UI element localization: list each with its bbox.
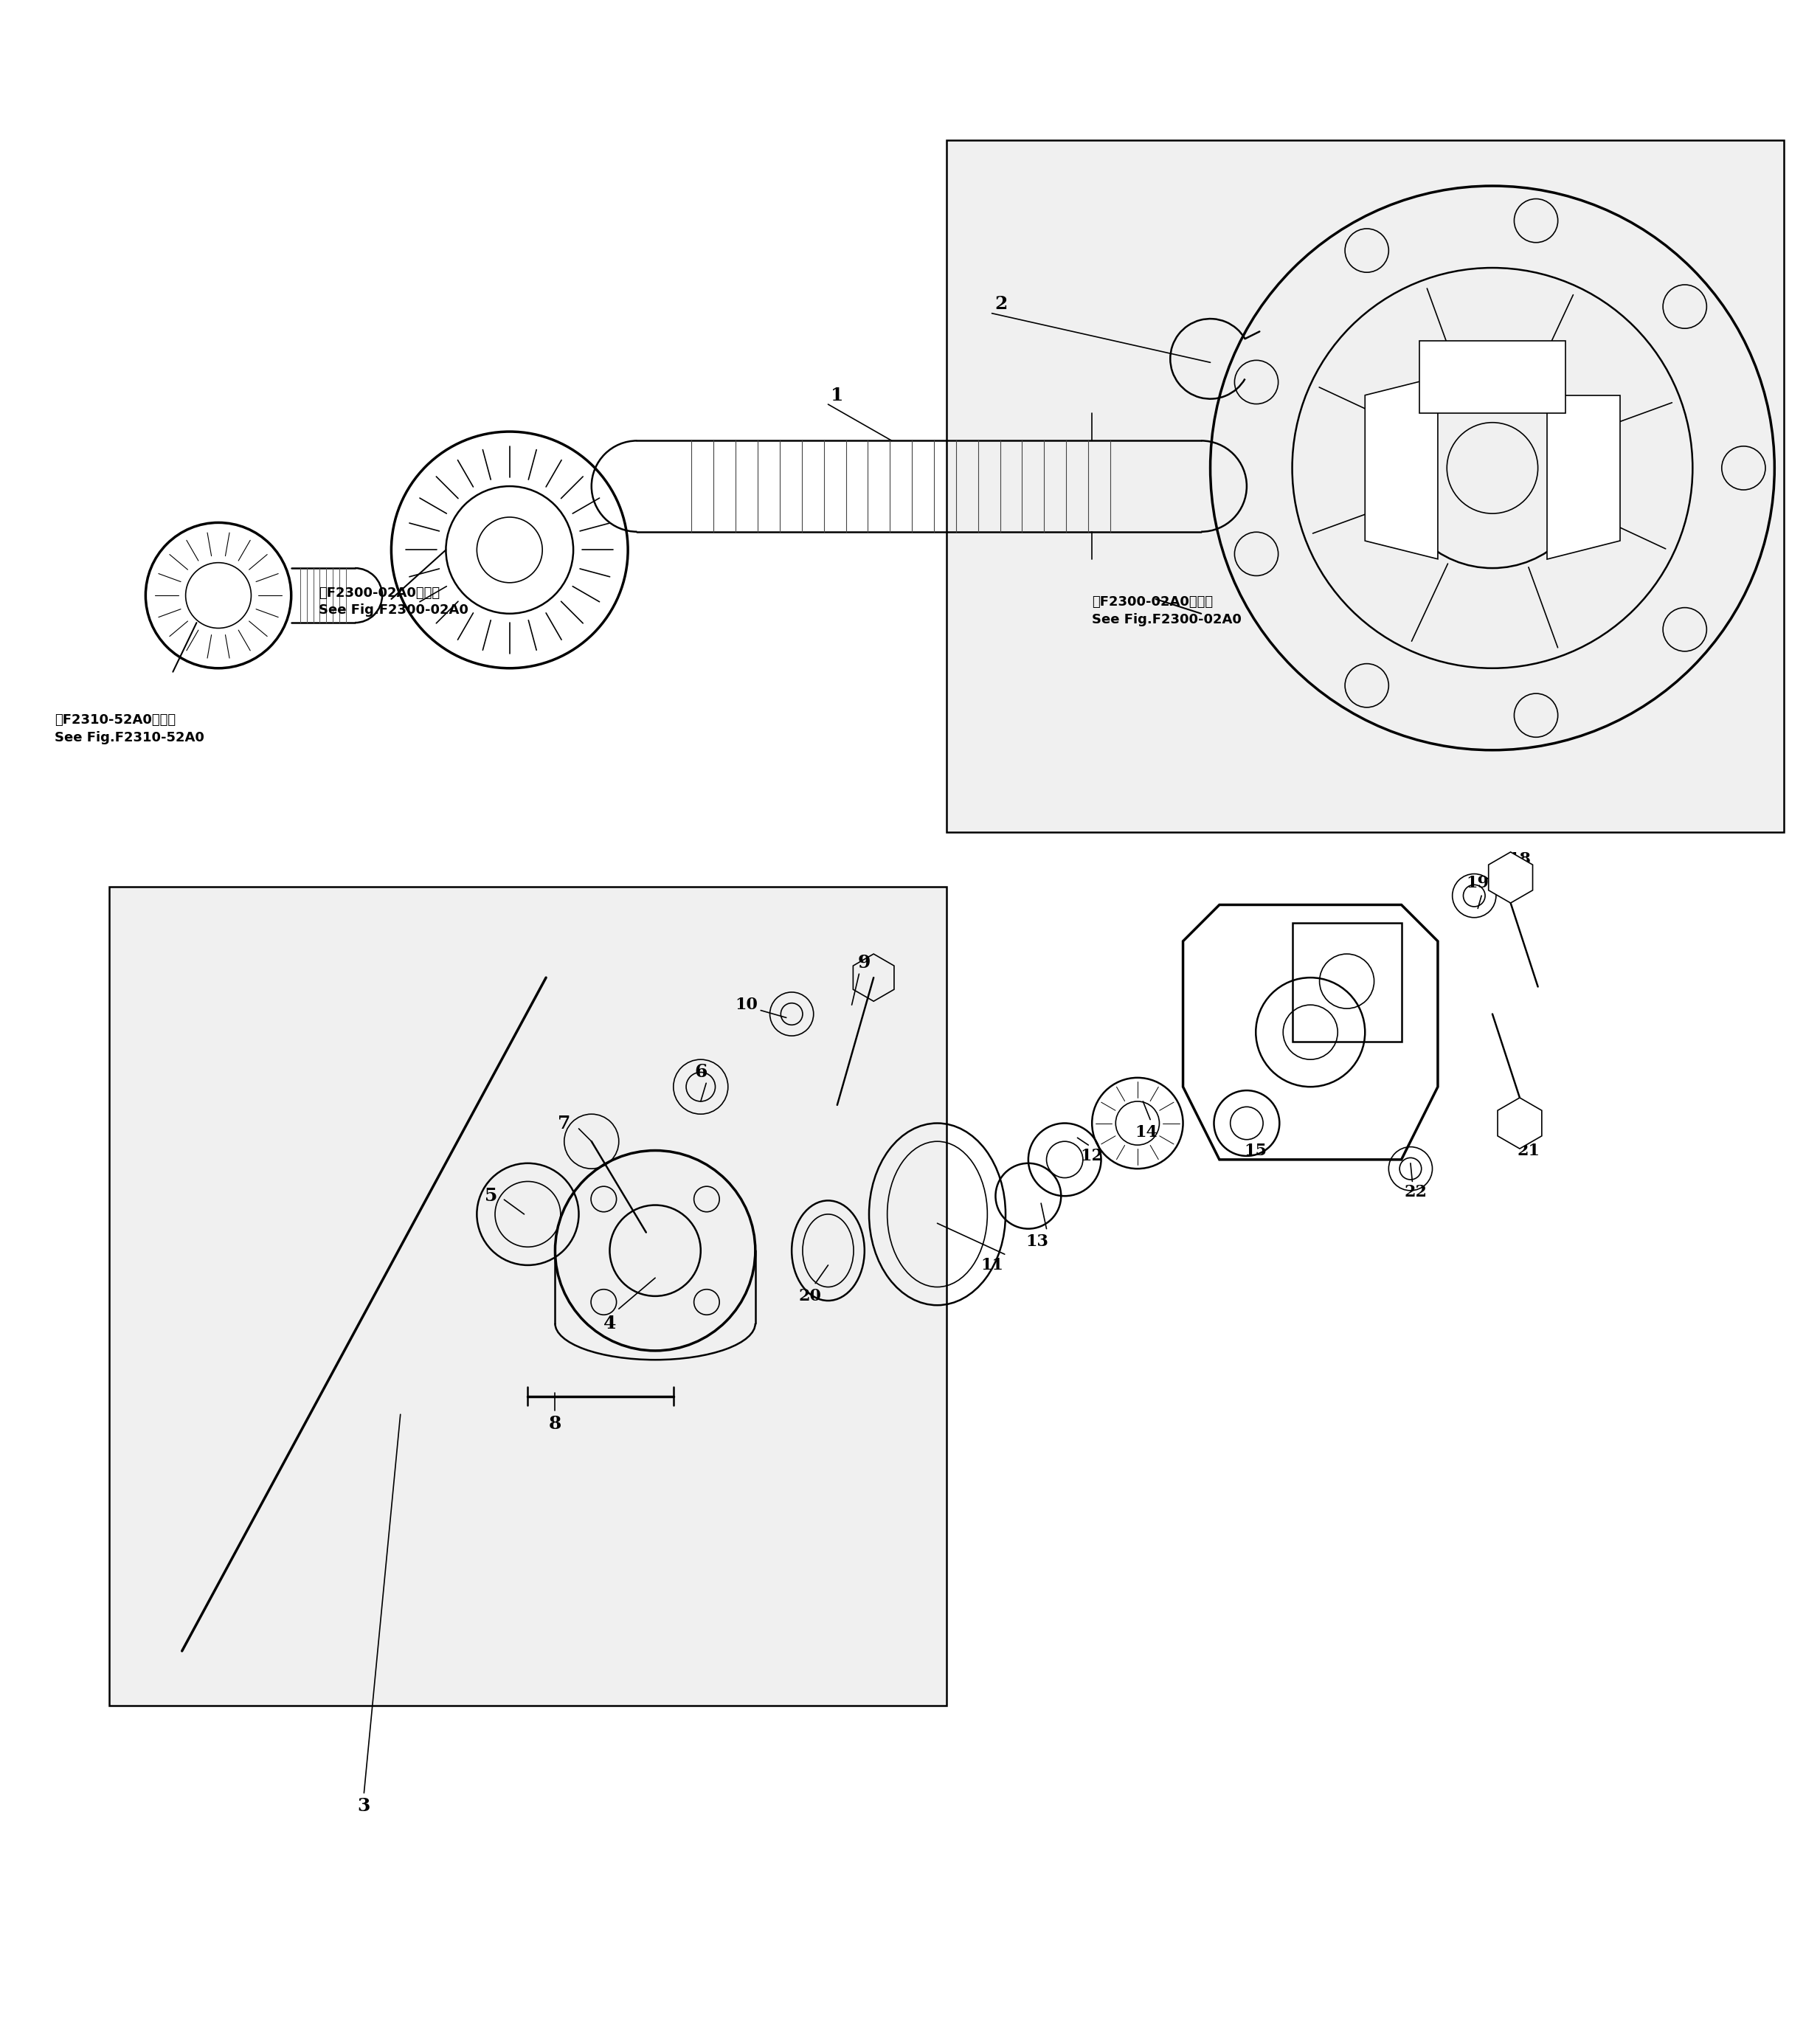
Polygon shape [1420, 341, 1565, 414]
Polygon shape [946, 140, 1784, 831]
Text: 8: 8 [548, 1416, 562, 1432]
Text: 21: 21 [1518, 1142, 1540, 1158]
Text: 6: 6 [693, 1063, 708, 1081]
Polygon shape [1498, 1097, 1542, 1148]
Text: 10: 10 [735, 998, 757, 1014]
Polygon shape [1183, 904, 1438, 1160]
Text: 14: 14 [1136, 1124, 1158, 1140]
Text: 15: 15 [1245, 1142, 1267, 1158]
Text: 4: 4 [602, 1314, 617, 1332]
Text: 3: 3 [357, 1797, 371, 1815]
Text: 2: 2 [994, 296, 1008, 312]
Text: 16: 16 [1354, 943, 1376, 959]
Text: 1: 1 [830, 387, 844, 404]
Polygon shape [1365, 377, 1438, 560]
Text: 20: 20 [799, 1288, 821, 1304]
Text: 第F2310-52A0図参照
See Fig.F2310-52A0: 第F2310-52A0図参照 See Fig.F2310-52A0 [55, 714, 204, 744]
Text: 第F2300-02A0図参照
See Fig.F2300-02A0: 第F2300-02A0図参照 See Fig.F2300-02A0 [318, 586, 468, 617]
Text: 22: 22 [1405, 1184, 1427, 1201]
Text: 19: 19 [1467, 874, 1489, 890]
Polygon shape [1489, 852, 1532, 902]
Text: 13: 13 [1026, 1233, 1048, 1249]
Polygon shape [1547, 395, 1620, 560]
Text: 11: 11 [981, 1257, 1003, 1274]
Text: 7: 7 [557, 1113, 571, 1132]
Text: 5: 5 [484, 1186, 499, 1205]
Text: 17: 17 [1296, 1002, 1318, 1018]
Text: 9: 9 [857, 955, 872, 971]
Polygon shape [109, 886, 946, 1706]
Text: 12: 12 [1081, 1148, 1103, 1164]
Text: 第F2300-02A0図参照
See Fig.F2300-02A0: 第F2300-02A0図参照 See Fig.F2300-02A0 [1092, 596, 1241, 627]
Text: 18: 18 [1509, 852, 1531, 868]
Polygon shape [1292, 923, 1401, 1040]
